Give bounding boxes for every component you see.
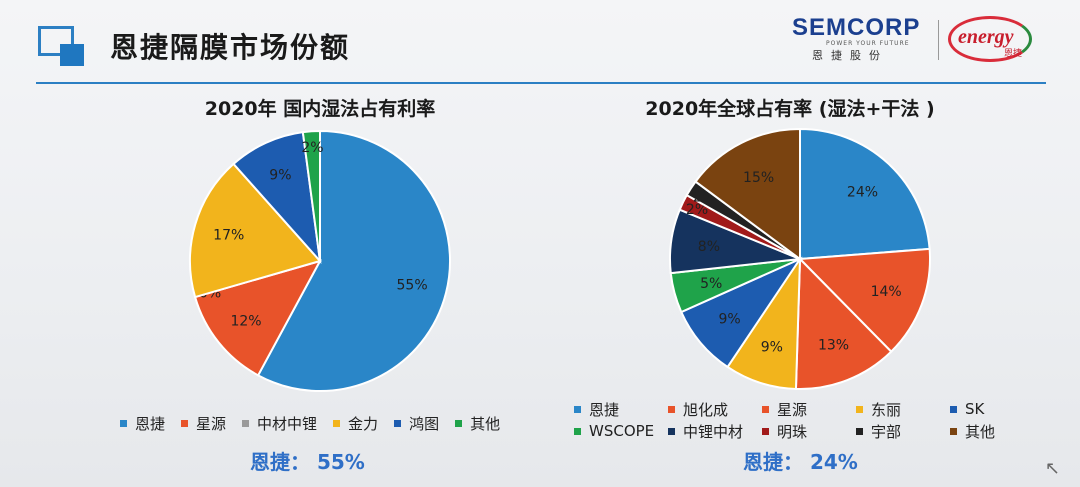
logo-divider: [938, 20, 939, 60]
legend-label-7: 明珠: [777, 422, 808, 441]
pie-slice-4: [232, 131, 322, 265]
slice-label-4: 9%: [719, 311, 741, 327]
slice-label-4: 9%: [269, 168, 291, 184]
slice-label-6: 8%: [698, 239, 720, 255]
legend-item-8: 宇部: [856, 420, 950, 442]
global-pie: 24% 14% 13% 9% 9% 5% 8% 2%2% 15%: [669, 128, 931, 390]
legend-swatch-0: [120, 419, 127, 427]
legend-item-0: 恩捷: [120, 412, 165, 434]
slice-label-1: 12%: [230, 314, 261, 330]
legend-label-2: 中材中锂: [257, 414, 318, 433]
legend-swatch-4: [950, 405, 957, 413]
slice-label-3: 17%: [213, 228, 244, 244]
pie-slice-1: [193, 259, 323, 377]
legend-swatch-5: [574, 427, 581, 435]
pie-slice-3: [189, 162, 322, 299]
legend-label-8: 宇部: [871, 422, 902, 441]
legend-item-7: 明珠: [762, 420, 856, 442]
legend-swatch-2: [762, 405, 769, 413]
pie-slice-2: [794, 256, 893, 390]
slice-label-2: 13%: [818, 338, 849, 354]
slice-label-3: 9%: [761, 340, 783, 356]
legend-item-1: 星源: [181, 412, 226, 434]
legend-item-4: SK: [950, 398, 1044, 420]
legend-label-1: 旭化成: [683, 400, 729, 419]
chart-title: 2020年 国内湿法占有利率: [204, 98, 436, 120]
legend-item-3: 东丽: [856, 398, 950, 420]
slice-label-5: 2%: [301, 140, 323, 156]
page-title: 恩捷隔膜市场份额: [110, 31, 351, 64]
legend-item-6: 中锂中材: [668, 420, 762, 442]
legend-swatch-1: [668, 405, 675, 413]
slice-label-0: 55%: [397, 277, 428, 293]
pie-slice-5: [301, 129, 321, 262]
title-decoration-icon: [38, 26, 90, 68]
legend-label-0: 恩捷: [135, 414, 166, 433]
legend-label-4: SK: [965, 400, 985, 418]
legend-item-3: 金力: [333, 412, 378, 434]
global-legend: 恩捷 旭化成 星源 东丽 SK WSCOPE 中锂中材 明珠 宇部 其他: [574, 398, 1044, 442]
legend-label-5: WSCOPE: [589, 422, 655, 440]
legend-swatch-1: [181, 419, 189, 427]
legend-swatch-9: [950, 427, 957, 435]
legend-label-2: 星源: [777, 400, 808, 419]
legend-item-1: 旭化成: [668, 398, 762, 420]
slice-label-9: 15%: [743, 170, 774, 186]
legend-label-3: 东丽: [871, 400, 902, 419]
slice-label-0: 24%: [847, 184, 878, 200]
legend-item-9: 其他: [950, 420, 1044, 442]
slice-label-1: 14%: [871, 284, 902, 300]
legend-label-5: 其他: [470, 414, 501, 433]
legend-item-2: 中材中锂: [242, 412, 317, 434]
legend-item-5: 其他: [455, 412, 500, 434]
slice-label-8: 2%: [693, 190, 715, 206]
legend-swatch-0: [574, 405, 581, 413]
brand-tagline: POWER YOUR FUTURE: [826, 40, 910, 47]
legend-swatch-3: [333, 419, 341, 427]
global-summary: 恩捷： 24%: [743, 450, 858, 474]
legend-item-0: 恩捷: [574, 398, 668, 420]
legend-label-6: 中锂中材: [683, 422, 744, 441]
domestic-pie: 55%12%0%17%9%2%: [189, 129, 451, 392]
cursor-icon: ↖: [1044, 458, 1060, 479]
title-divider: [36, 82, 1046, 84]
legend-item-2: 星源: [762, 398, 856, 420]
pie-slice-0: [256, 129, 451, 392]
legend-swatch-3: [856, 405, 863, 413]
brand-cn: 恩捷股份: [812, 49, 888, 62]
legend-swatch-7: [762, 427, 769, 435]
slice-label-7: 2%: [686, 202, 708, 218]
legend-label-1: 星源: [196, 414, 227, 433]
pie-slice-0: [799, 128, 931, 261]
legend-item-4: 鸿图: [394, 412, 439, 434]
semcorp-logo: SEMCORP POWER YOUR FUTURE 恩捷股份: [792, 16, 932, 64]
global-share-chart: 2020年全球占有率 (湿法+干法 ) 24% 14% 13% 9% 9% 5% 8% 2% 2…: [560, 88, 1060, 480]
legend-swatch-6: [668, 427, 675, 435]
legend-swatch-4: [394, 419, 402, 427]
brand-name: SEMCORP: [792, 14, 921, 41]
legend-label-9: 其他: [965, 422, 996, 441]
legend-label-0: 恩捷: [589, 400, 620, 419]
slice-label-5: 5%: [700, 276, 722, 292]
chart-title: 2020年全球占有率 (湿法+干法 ): [645, 98, 935, 120]
pie-slice-1: [797, 247, 931, 354]
energy-logo-text: energy: [958, 26, 1014, 48]
energy-logo-cn: 恩捷: [1004, 49, 1023, 59]
legend-label-3: 金力: [348, 414, 379, 433]
pie-slice-9: [694, 128, 801, 261]
energy-logo: energy 恩捷: [948, 16, 1032, 64]
legend-swatch-5: [455, 419, 463, 427]
legend-swatch-8: [856, 427, 863, 435]
legend-label-4: 鸿图: [409, 414, 440, 433]
domestic-summary: 恩捷： 55%: [250, 450, 365, 474]
legend-swatch-2: [242, 419, 250, 427]
domestic-share-chart: 2020年 国内湿法占有利率 55%12%0%17%9%2% 恩捷星源中材中锂金…: [100, 88, 540, 480]
domestic-legend: 恩捷 星源 中材中锂 金力 鸿图 其他: [120, 412, 560, 434]
legend-item-5: WSCOPE: [574, 420, 668, 442]
